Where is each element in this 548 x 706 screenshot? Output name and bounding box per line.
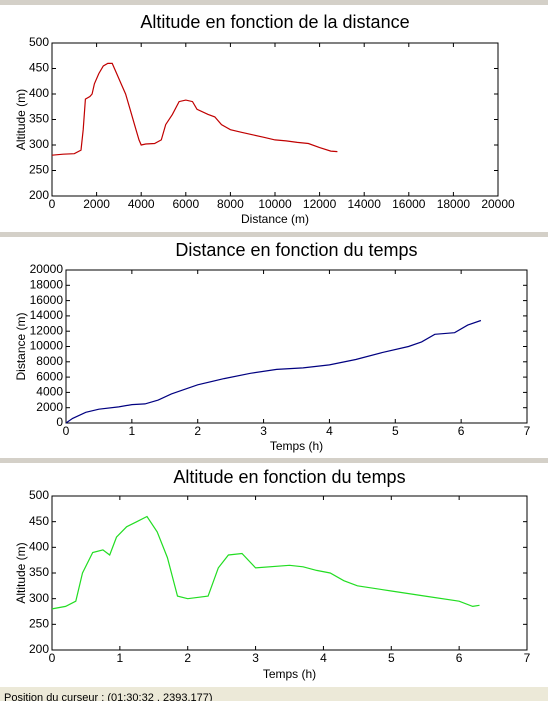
y-tick-label: 4000 bbox=[36, 385, 63, 399]
y-tick-label: 250 bbox=[29, 617, 49, 631]
y-axis-label: Distance (m) bbox=[14, 312, 28, 380]
chart-title: Distance en fonction du temps bbox=[175, 240, 417, 260]
y-tick-label: 16000 bbox=[30, 293, 64, 307]
x-tick-label: 16000 bbox=[392, 197, 426, 211]
data-line bbox=[65, 319, 482, 424]
x-axis-label: Temps (h) bbox=[263, 667, 316, 681]
chart-title: Altitude en fonction du temps bbox=[173, 467, 405, 487]
y-tick-label: 12000 bbox=[30, 323, 64, 337]
chart-title: Altitude en fonction de la distance bbox=[140, 12, 409, 32]
y-tick-label: 250 bbox=[29, 163, 49, 177]
y-tick-label: 200 bbox=[29, 642, 49, 656]
x-tick-label: 5 bbox=[388, 651, 395, 665]
x-tick-label: 2 bbox=[184, 651, 191, 665]
y-tick-label: 8000 bbox=[36, 354, 63, 368]
x-tick-label: 6 bbox=[456, 651, 463, 665]
x-tick-label: 14000 bbox=[348, 197, 382, 211]
x-tick-label: 0 bbox=[63, 424, 70, 438]
x-tick-label: 4 bbox=[320, 651, 327, 665]
x-tick-label: 6 bbox=[458, 424, 465, 438]
x-tick-label: 4000 bbox=[128, 197, 155, 211]
y-tick-label: 14000 bbox=[30, 308, 64, 322]
y-tick-label: 400 bbox=[29, 540, 49, 554]
x-tick-label: 4 bbox=[326, 424, 333, 438]
status-bar bbox=[0, 687, 548, 701]
x-tick-label: 1 bbox=[129, 424, 136, 438]
y-axis-label: Altitude (m) bbox=[14, 542, 28, 603]
y-tick-label: 500 bbox=[29, 488, 49, 502]
y-tick-label: 18000 bbox=[30, 277, 64, 291]
x-tick-label: 18000 bbox=[437, 197, 471, 211]
y-tick-label: 350 bbox=[29, 565, 49, 579]
y-tick-label: 6000 bbox=[36, 369, 63, 383]
plot-area bbox=[51, 42, 499, 197]
x-tick-label: 3 bbox=[260, 424, 267, 438]
x-tick-label: 1 bbox=[117, 651, 124, 665]
x-tick-label: 8000 bbox=[217, 197, 244, 211]
x-tick-label: 20000 bbox=[481, 197, 515, 211]
y-tick-label: 10000 bbox=[30, 339, 64, 353]
x-tick-label: 10000 bbox=[258, 197, 292, 211]
x-tick-label: 2000 bbox=[83, 197, 110, 211]
y-tick-label: 300 bbox=[29, 591, 49, 605]
x-tick-label: 7 bbox=[524, 424, 531, 438]
y-tick-label: 20000 bbox=[30, 262, 64, 276]
status-text: Position du curseur : (01:30:32 , 2393.1… bbox=[4, 692, 213, 701]
x-tick-label: 0 bbox=[49, 651, 56, 665]
y-tick-label: 450 bbox=[29, 514, 49, 528]
x-tick-label: 2 bbox=[194, 424, 201, 438]
y-tick-label: 350 bbox=[29, 112, 49, 126]
data-line bbox=[51, 515, 480, 610]
y-tick-label: 300 bbox=[29, 137, 49, 151]
x-tick-label: 0 bbox=[49, 197, 56, 211]
plot-area bbox=[65, 269, 528, 424]
data-line bbox=[51, 62, 338, 156]
plot-area bbox=[51, 495, 528, 651]
x-axis-label: Temps (h) bbox=[270, 439, 323, 453]
x-tick-label: 12000 bbox=[303, 197, 337, 211]
x-tick-label: 6000 bbox=[172, 197, 199, 211]
x-tick-label: 3 bbox=[252, 651, 259, 665]
y-tick-label: 2000 bbox=[36, 400, 63, 414]
y-tick-label: 500 bbox=[29, 35, 49, 49]
y-tick-label: 200 bbox=[29, 188, 49, 202]
y-axis-label: Altitude (m) bbox=[14, 89, 28, 150]
y-tick-label: 400 bbox=[29, 86, 49, 100]
y-tick-label: 450 bbox=[29, 61, 49, 75]
x-tick-label: 7 bbox=[524, 651, 531, 665]
y-tick-label: 0 bbox=[56, 415, 63, 429]
x-axis-label: Distance (m) bbox=[241, 212, 309, 226]
x-tick-label: 5 bbox=[392, 424, 399, 438]
